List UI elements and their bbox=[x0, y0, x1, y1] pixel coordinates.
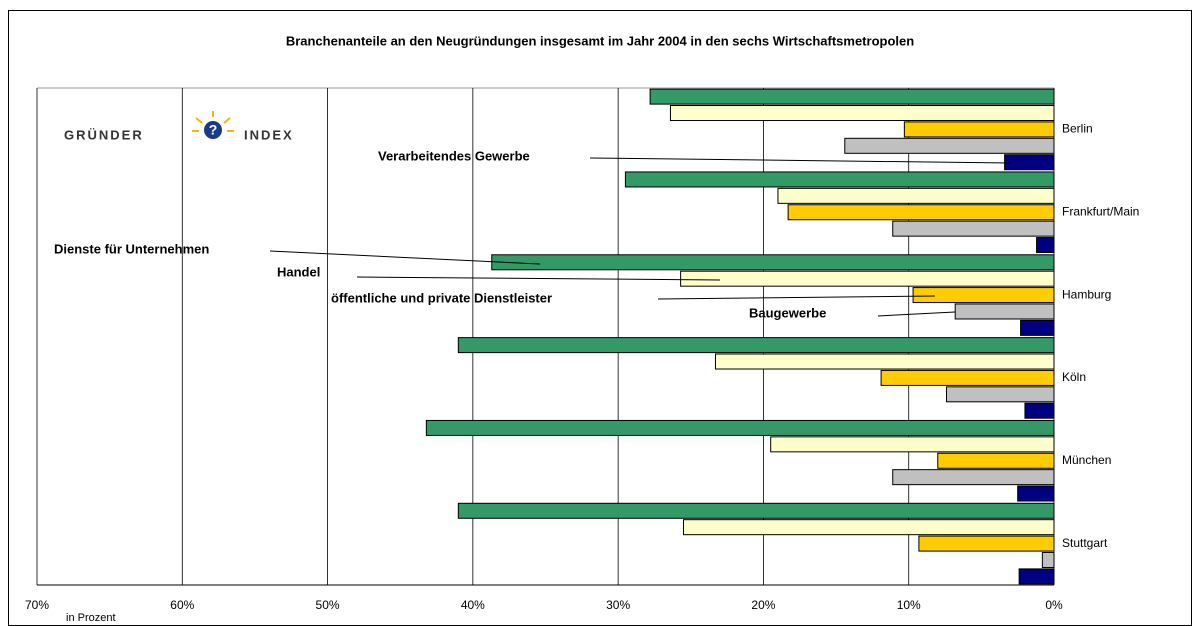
bar bbox=[1004, 154, 1055, 171]
x-tick-label: 0% bbox=[1045, 598, 1063, 612]
bar bbox=[457, 502, 1055, 519]
bar bbox=[425, 419, 1055, 436]
bar bbox=[1024, 402, 1055, 419]
x-tick-label: 60% bbox=[170, 598, 194, 612]
bar bbox=[954, 303, 1055, 320]
bar bbox=[680, 270, 1055, 287]
bar bbox=[880, 369, 1055, 386]
logo-left: GRÜNDER bbox=[64, 127, 144, 142]
bar bbox=[918, 535, 1055, 552]
bar bbox=[912, 287, 1055, 304]
y-tick-label: Hamburg bbox=[1062, 287, 1111, 301]
x-tick-label: 40% bbox=[461, 598, 485, 612]
bar bbox=[787, 204, 1055, 221]
logo: GRÜNDER INDEX ? bbox=[64, 111, 294, 142]
x-tick-label: 50% bbox=[316, 598, 340, 612]
y-tick-label: Berlin bbox=[1062, 122, 1093, 136]
leader-line bbox=[356, 276, 721, 281]
leader-line bbox=[269, 250, 541, 265]
bar bbox=[770, 436, 1055, 453]
leader-line bbox=[657, 295, 936, 300]
bar bbox=[1018, 568, 1055, 585]
bar bbox=[491, 254, 1055, 271]
y-tick-label: Frankfurt/Main bbox=[1062, 204, 1139, 218]
x-tick-label: 20% bbox=[751, 598, 775, 612]
bar bbox=[903, 121, 1055, 138]
legend-label: Dienste für Unternehmen bbox=[54, 241, 209, 256]
logo-icon bbox=[204, 121, 222, 139]
bar bbox=[1036, 237, 1055, 254]
bar bbox=[1041, 551, 1055, 568]
y-tick-label: Stuttgart bbox=[1062, 536, 1108, 550]
bar bbox=[937, 452, 1055, 469]
legend-label: Baugewerbe bbox=[749, 305, 826, 320]
leader-line bbox=[877, 311, 956, 317]
x-tick-label: 30% bbox=[606, 598, 630, 612]
legend-label: Handel bbox=[277, 264, 320, 279]
bar bbox=[892, 469, 1055, 486]
bar bbox=[457, 337, 1055, 354]
bar bbox=[683, 519, 1055, 536]
leader-line bbox=[589, 157, 1011, 164]
x-axis-label: in Prozent bbox=[66, 612, 116, 624]
bar bbox=[945, 386, 1055, 403]
bar bbox=[669, 105, 1055, 122]
legend-label: Verarbeitendes Gewerbe bbox=[378, 148, 530, 163]
legend-label: öffentliche und private Dienstleister bbox=[331, 290, 552, 305]
bar bbox=[624, 171, 1055, 188]
bar bbox=[1017, 485, 1055, 502]
x-tick-label: 10% bbox=[897, 598, 921, 612]
logo-right: INDEX bbox=[244, 127, 294, 142]
bar bbox=[777, 187, 1055, 204]
logo-rays bbox=[192, 111, 234, 132]
bar bbox=[649, 88, 1055, 105]
bar bbox=[1020, 319, 1055, 336]
x-tick-label: 70% bbox=[25, 598, 49, 612]
bar bbox=[714, 353, 1055, 370]
bar bbox=[844, 137, 1055, 154]
bar bbox=[892, 220, 1055, 237]
y-tick-label: Köln bbox=[1062, 370, 1086, 384]
chart-title: Branchenanteile an den Neugründungen ins… bbox=[286, 33, 914, 48]
y-tick-label: München bbox=[1062, 453, 1111, 467]
logo-icon-mark: ? bbox=[209, 122, 218, 138]
